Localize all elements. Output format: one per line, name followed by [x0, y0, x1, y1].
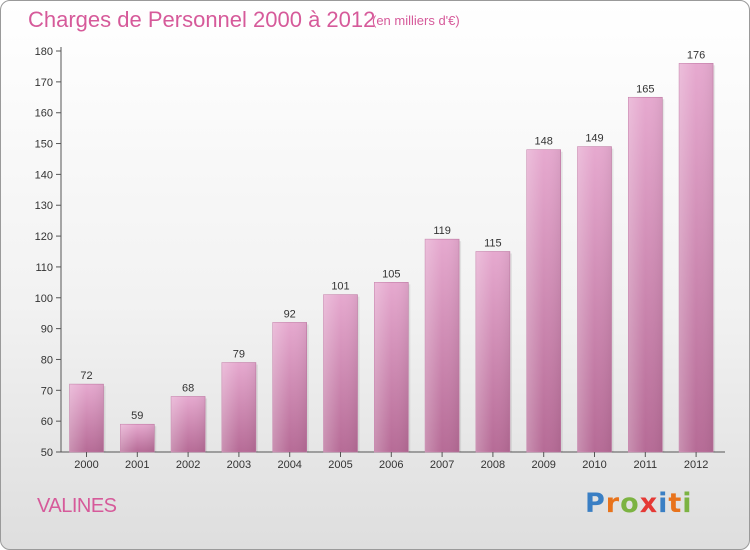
- logo-letter: t: [668, 488, 683, 519]
- x-tick-label: 2000: [74, 459, 98, 471]
- bar-highlight: [628, 97, 663, 453]
- bar-value-label: 68: [182, 382, 194, 394]
- x-tick-label: 2001: [125, 459, 149, 471]
- bar-value-label: 79: [233, 349, 245, 361]
- x-tick-label: 2003: [227, 459, 251, 471]
- y-tick-label: 90: [41, 324, 53, 336]
- bar-value-label: 149: [585, 133, 603, 145]
- bar-value-label: 105: [382, 268, 400, 280]
- y-tick-label: 140: [35, 169, 53, 181]
- bar-highlight: [221, 362, 256, 452]
- logo-letter: i: [658, 488, 669, 519]
- bar-value-label: 115: [484, 238, 502, 250]
- bar-highlight: [577, 146, 612, 452]
- x-tick-label: 2009: [531, 459, 555, 471]
- chart-title: Charges de Personnel 2000 à 2012: [28, 7, 376, 32]
- logo-letter: P: [585, 488, 606, 519]
- commune-name: VALINES: [37, 495, 117, 517]
- y-tick-label: 70: [41, 385, 53, 397]
- y-tick-label: 50: [41, 447, 53, 459]
- bar-highlight: [475, 251, 510, 452]
- bar-highlight: [69, 384, 104, 452]
- bar-value-label: 119: [433, 225, 451, 237]
- y-tick-label: 80: [41, 354, 53, 366]
- bar-highlight: [425, 239, 460, 452]
- bar-highlight: [526, 149, 561, 452]
- y-tick-label: 60: [41, 416, 53, 428]
- bar-value-label: 72: [80, 370, 92, 382]
- bar-value-label: 59: [131, 410, 143, 422]
- x-tick-label: 2011: [633, 459, 657, 471]
- x-tick-label: 2006: [379, 459, 403, 471]
- bar-value-label: 165: [636, 83, 654, 95]
- y-tick-label: 160: [35, 108, 53, 120]
- y-tick-label: 130: [35, 200, 53, 212]
- x-tick-label: 2004: [277, 459, 301, 471]
- y-tick-label: 110: [35, 262, 53, 274]
- logo-letter: i: [682, 488, 693, 519]
- x-tick-label: 2002: [176, 459, 200, 471]
- bar-highlight: [323, 294, 358, 452]
- bar-highlight: [171, 396, 206, 452]
- bar-value-label: 176: [687, 49, 705, 61]
- logo-letter: x: [639, 488, 659, 519]
- bar-highlight: [374, 282, 409, 452]
- proxiti-logo[interactable]: Proxiti: [585, 488, 693, 519]
- x-tick-label: 2012: [684, 459, 708, 471]
- logo-letter: o: [620, 488, 640, 519]
- x-tick-label: 2007: [430, 459, 454, 471]
- x-tick-label: 2008: [481, 459, 505, 471]
- bar-highlight: [272, 322, 307, 452]
- y-tick-label: 170: [35, 77, 53, 89]
- x-tick-label: 2005: [328, 459, 352, 471]
- logo-letter: r: [605, 488, 621, 519]
- bar-value-label: 148: [535, 136, 553, 148]
- bar-highlight: [120, 424, 155, 452]
- chart-subtitle: (en milliers d'€): [372, 13, 460, 28]
- y-tick-label: 180: [35, 46, 53, 58]
- x-tick-label: 2010: [582, 459, 606, 471]
- bar-value-label: 92: [284, 308, 296, 320]
- y-tick-label: 100: [35, 293, 53, 305]
- bar-highlight: [679, 63, 714, 452]
- bar-value-label: 101: [331, 281, 349, 293]
- y-tick-label: 120: [35, 231, 53, 243]
- y-tick-label: 150: [35, 139, 53, 151]
